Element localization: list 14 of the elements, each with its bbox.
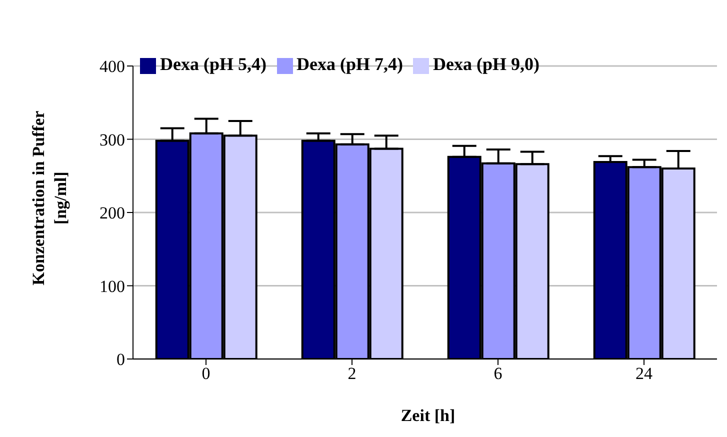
y-tick-label: 400 [100,57,125,76]
x-tick-label: 24 [636,364,653,384]
legend-label: Dexa (pH 7,4) [296,54,403,74]
x-tick-label: 0 [202,364,210,384]
x-tick-label: 2 [348,364,356,384]
x-axis-title: Zeit [h] [400,406,456,425]
y-tick-label: 300 [100,130,125,150]
legend-label: Dexa (pH 9,0) [433,54,540,74]
legend-label: Dexa (pH 5,4) [160,54,266,74]
x-tick-label: 6 [494,364,502,384]
y-tick-label: 200 [100,204,125,223]
y-tick-label: 0 [116,350,125,370]
y-tick-label: 100 [100,276,125,296]
y-axis-title: Konzentration in Puffer [ng/ml] [29,110,70,286]
